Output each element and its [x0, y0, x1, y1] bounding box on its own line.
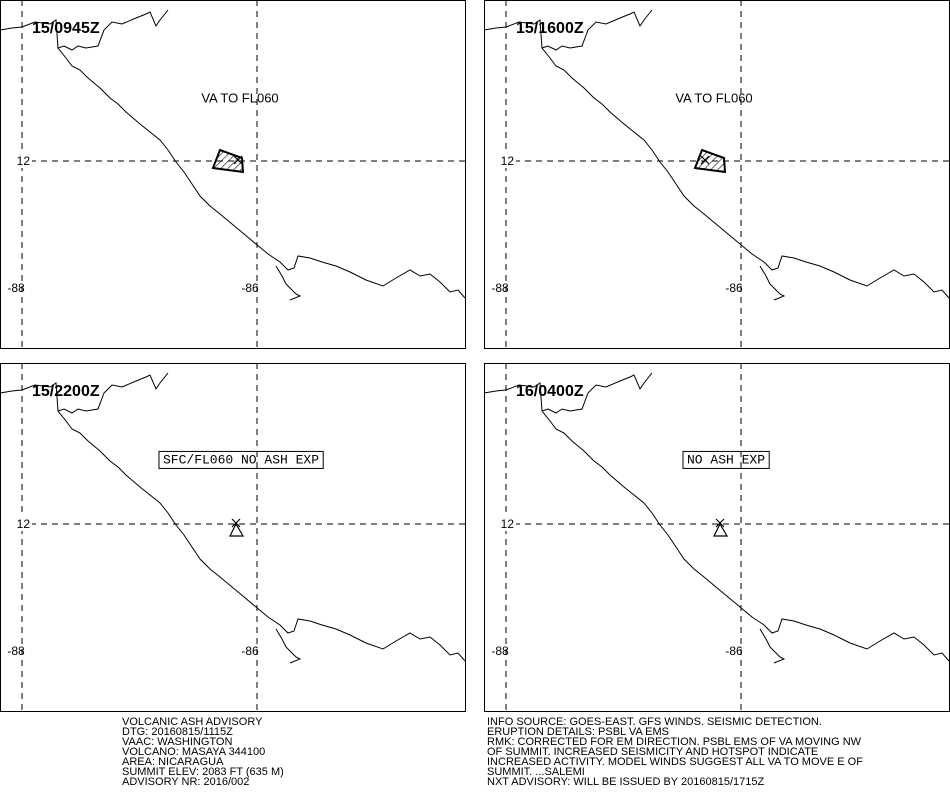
advisory-text: NXT ADVISORY: WILL BE ISSUED BY 20160815…	[487, 776, 764, 788]
advisory-text: ADVISORY NR: 2016/002	[122, 776, 249, 788]
advisory-text: SUMMIT ELEV: 2083 FT (635 M)	[122, 766, 284, 778]
advisory-text: VOLCANIC ASH ADVISORY	[122, 716, 263, 728]
map-panel: 12 -88 -86 15/0945Z VA TO FL060	[0, 0, 466, 349]
coastline	[275, 628, 302, 664]
coastline	[57, 372, 169, 414]
label-bg	[500, 154, 516, 168]
advisory-text: SUMMIT. ...SALEMI	[487, 766, 585, 778]
advisory-text: RMK: CORRECTED FOR EM DIRECTION. PSBL EM…	[487, 736, 862, 748]
advisory-text: INCREASED ACTIVITY. MODEL WINDS SUGGEST …	[487, 756, 863, 768]
coastline	[57, 9, 169, 51]
valid-time: 15/0945Z	[32, 20, 100, 37]
volcano-symbol	[713, 522, 729, 537]
lon-label: -88	[7, 644, 25, 658]
coastline	[0, 19, 466, 299]
map-panel: 12 -88 -86 15/2200Z SFC/FL060 NO ASH EXP	[0, 363, 466, 712]
map-panel: 12 -88 -86 15/1600Z VA TO FL060	[483, 0, 950, 349]
advisory-text: VAAC: WASHINGTON	[122, 736, 232, 748]
valid-time: 15/2200Z	[32, 383, 100, 400]
coastline	[483, 382, 950, 662]
ash-area	[693, 148, 727, 174]
lon-label: -88	[491, 644, 509, 658]
advisory-text: DTG: 20160815/1115Z	[122, 726, 233, 738]
coastline	[541, 372, 653, 414]
ash-label: VA TO FL060	[201, 90, 278, 105]
volcano-mark	[715, 518, 725, 528]
lon-label: -86	[725, 281, 743, 295]
label-bg	[16, 154, 32, 168]
ash-label: NO ASH EXP	[687, 452, 765, 467]
ash-area	[211, 148, 245, 174]
advisory-text: ERUPTION DETAILS: PSBL VA EMS	[487, 726, 669, 738]
lat-label: 12	[501, 154, 515, 168]
lat-label: 12	[501, 517, 515, 531]
advisory-text: VOLCANO: MASAYA 344100	[122, 746, 265, 758]
coastline	[541, 9, 653, 51]
volcano-symbol	[229, 522, 245, 537]
volcano-mark	[231, 518, 241, 528]
lat-label: 12	[17, 517, 31, 531]
label-box	[158, 450, 324, 469]
advisory-text: OF SUMMIT. INCREASED SEISMICITY AND HOTS…	[487, 746, 818, 758]
lon-label: -86	[241, 281, 259, 295]
lon-label: -88	[7, 281, 25, 295]
coastline	[759, 628, 786, 664]
valid-time: 15/1600Z	[516, 20, 584, 37]
label-bg	[16, 517, 32, 531]
panel-frame	[0, 0, 466, 349]
advisory-text: INFO SOURCE: GOES-EAST. GFS WINDS. SEISM…	[487, 716, 822, 728]
coastline	[759, 265, 786, 301]
ash-label: SFC/FL060 NO ASH EXP	[163, 452, 319, 467]
ash-label: VA TO FL060	[675, 90, 752, 105]
lon-label: -88	[491, 281, 509, 295]
coastline	[275, 265, 302, 301]
lat-label: 12	[17, 154, 31, 168]
volcano-mark	[700, 155, 710, 165]
coastline	[483, 19, 950, 299]
valid-time: 16/0400Z	[516, 383, 584, 400]
volcano-mark	[233, 155, 243, 165]
advisory-text: AREA: NICARAGUA	[122, 756, 224, 768]
panel-frame	[0, 363, 466, 712]
label-bg	[500, 517, 516, 531]
coastline	[0, 382, 466, 662]
label-box	[682, 450, 770, 469]
lon-label: -86	[725, 644, 743, 658]
lon-label: -86	[241, 644, 259, 658]
